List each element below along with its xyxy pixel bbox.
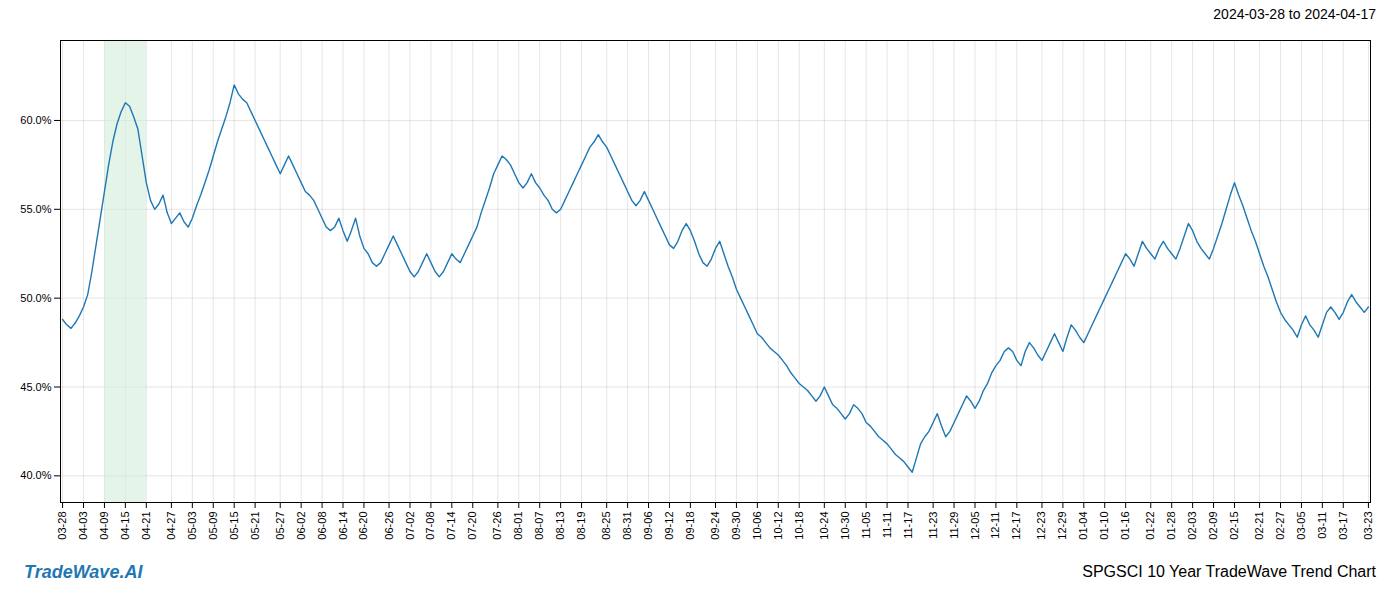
svg-text:04-09: 04-09 [98, 512, 110, 540]
svg-text:04-21: 04-21 [140, 512, 152, 540]
svg-text:03-23: 03-23 [1362, 512, 1374, 540]
svg-text:07-02: 07-02 [403, 512, 415, 540]
svg-text:09-06: 09-06 [642, 512, 654, 540]
svg-text:02-03: 02-03 [1186, 512, 1198, 540]
svg-text:12-11: 12-11 [989, 512, 1001, 539]
svg-text:05-21: 05-21 [249, 512, 261, 540]
html-text:SPGSCI 10 Year TradeWave Trend: SPGSCI 10 Year TradeWave Trend Chart [1082, 563, 1376, 580]
svg-text:10-24: 10-24 [818, 512, 830, 540]
svg-text:04-03: 04-03 [77, 512, 89, 540]
svg-text:03-17: 03-17 [1337, 512, 1349, 540]
svg-text:02-15: 02-15 [1228, 512, 1240, 540]
svg-text:02-21: 02-21 [1253, 512, 1265, 540]
svg-text:11-23: 11-23 [927, 512, 939, 539]
svg-text:08-01: 08-01 [512, 512, 524, 540]
svg-text:10-18: 10-18 [793, 512, 805, 540]
svg-text:01-10: 01-10 [1098, 512, 1110, 540]
svg-text:11-29: 11-29 [948, 512, 960, 539]
svg-text:01-22: 01-22 [1144, 512, 1156, 540]
svg-text:01-28: 01-28 [1165, 512, 1177, 540]
svg-text:07-14: 07-14 [445, 512, 457, 540]
svg-text:03-11: 03-11 [1316, 512, 1328, 539]
svg-text:50.0%: 50.0% [20, 292, 51, 304]
svg-text:12-05: 12-05 [969, 512, 981, 540]
svg-text:12-23: 12-23 [1035, 512, 1047, 540]
svg-text:09-18: 09-18 [684, 512, 696, 540]
html-text:2024-03-28 to 2024-04-17: 2024-03-28 to 2024-04-17 [1213, 6, 1376, 22]
svg-text:45.0%: 45.0% [20, 381, 51, 393]
svg-text:10-06: 10-06 [751, 512, 763, 540]
svg-text:05-03: 05-03 [186, 512, 198, 540]
svg-text:02-09: 02-09 [1207, 512, 1219, 540]
svg-text:07-26: 07-26 [491, 512, 503, 540]
svg-text:03-28: 03-28 [56, 512, 68, 540]
svg-text:09-24: 09-24 [709, 512, 721, 540]
svg-text:06-14: 06-14 [337, 512, 349, 540]
svg-text:08-31: 08-31 [621, 512, 633, 540]
svg-text:01-04: 01-04 [1077, 512, 1089, 540]
svg-text:04-15: 04-15 [119, 512, 131, 540]
svg-text:11-17: 11-17 [902, 512, 914, 539]
svg-text:10-12: 10-12 [772, 512, 784, 540]
svg-text:06-08: 06-08 [316, 512, 328, 540]
svg-text:40.0%: 40.0% [20, 469, 51, 481]
svg-text:08-19: 08-19 [575, 512, 587, 540]
svg-text:02-27: 02-27 [1274, 512, 1286, 540]
svg-text:01-16: 01-16 [1119, 512, 1131, 540]
html-text:TradeWave.AI: TradeWave.AI [24, 561, 143, 582]
svg-text:06-26: 06-26 [383, 512, 395, 540]
svg-text:60.0%: 60.0% [20, 114, 51, 126]
svg-text:08-25: 08-25 [600, 512, 612, 540]
svg-text:04-27: 04-27 [165, 512, 177, 540]
svg-text:09-30: 09-30 [730, 512, 742, 540]
svg-text:06-02: 06-02 [295, 512, 307, 540]
svg-text:07-20: 07-20 [466, 512, 478, 540]
svg-text:12-17: 12-17 [1010, 512, 1022, 540]
svg-text:55.0%: 55.0% [20, 203, 51, 215]
svg-text:11-11: 11-11 [881, 512, 893, 539]
svg-text:08-07: 08-07 [533, 512, 545, 540]
svg-text:12-29: 12-29 [1056, 512, 1068, 540]
svg-text:07-08: 07-08 [424, 512, 436, 540]
svg-text:10-30: 10-30 [839, 512, 851, 540]
svg-text:05-27: 05-27 [274, 512, 286, 540]
svg-text:03-05: 03-05 [1295, 512, 1307, 540]
svg-text:08-13: 08-13 [554, 512, 566, 540]
svg-text:09-12: 09-12 [663, 512, 675, 540]
svg-text:05-15: 05-15 [228, 512, 240, 540]
svg-text:05-09: 05-09 [207, 512, 219, 540]
svg-text:06-20: 06-20 [357, 512, 369, 540]
svg-text:11-05: 11-05 [860, 512, 872, 539]
